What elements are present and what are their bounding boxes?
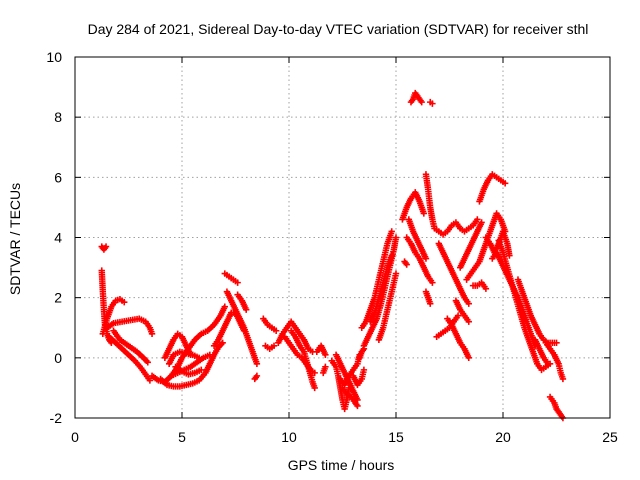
data-point-marker [559,375,567,383]
data-point-marker [429,279,436,286]
data-point-marker [144,359,151,366]
y-tick-label: 4 [54,230,62,246]
data-point-marker [420,210,428,217]
data-point-marker [253,360,261,368]
data-point-marker [121,298,128,306]
data-point-marker [465,354,472,362]
data-point-marker [454,312,462,319]
data-point-marker [544,360,552,368]
x-tick-label: 15 [388,429,404,445]
data-point-marker [148,330,156,337]
data-point-marker [322,351,329,359]
data-point-marker [388,252,395,259]
y-axis-label: SDTVAR / TECUs [7,183,23,295]
data-point-marker [392,234,400,241]
data-point-marker [253,372,261,380]
data-point-marker [506,252,513,259]
data-point-marker [146,377,154,384]
x-tick-label: 0 [71,429,79,445]
data-points [98,89,567,422]
axis-ticks [74,56,611,419]
data-point-marker [478,219,485,226]
data-point-marker [422,255,430,262]
data-point-marker [354,402,361,410]
y-tick-label: 2 [54,290,62,306]
x-tick-label: 25 [602,429,618,445]
data-point-marker [198,366,205,374]
chart-title: Day 284 of 2021, Sidereal Day-to-day VTE… [88,21,589,37]
data-point-marker [501,180,509,187]
data-point-marker [427,300,434,307]
y-tick-label: 10 [46,49,62,65]
y-tick-label: 8 [54,109,62,125]
data-point-marker [243,306,250,313]
data-point-marker [388,228,395,235]
x-tick-labels: 0 5 10 15 20 25 [71,429,618,445]
x-axis-label: GPS time / hours [288,457,395,473]
y-tick-label: -2 [50,410,63,426]
data-point-marker [553,339,560,346]
data-point-marker [221,303,228,310]
data-point-marker [206,351,214,359]
data-point-marker [418,98,425,106]
data-point-marker [482,285,490,292]
data-point-marker [270,342,278,349]
data-point-marker [360,366,368,374]
data-point-marker [465,300,472,307]
data-point-marker [322,363,329,371]
x-tick-label: 5 [178,429,186,445]
data-point-marker [219,339,226,346]
x-tick-label: 20 [495,429,511,445]
data-point-marker [474,216,481,223]
data-point-marker [234,279,241,286]
y-tick-labels: -2 0 2 4 6 8 10 [46,49,62,426]
data-point-marker [272,327,280,334]
data-point-marker [403,261,410,268]
data-point-marker [392,270,400,277]
data-point-marker [102,243,110,250]
data-point-marker [311,384,318,392]
x-tick-label: 10 [281,429,297,445]
y-tick-label: 0 [54,350,62,366]
data-point-marker [465,318,472,325]
y-tick-label: 6 [54,169,62,185]
data-point-marker [429,100,436,107]
